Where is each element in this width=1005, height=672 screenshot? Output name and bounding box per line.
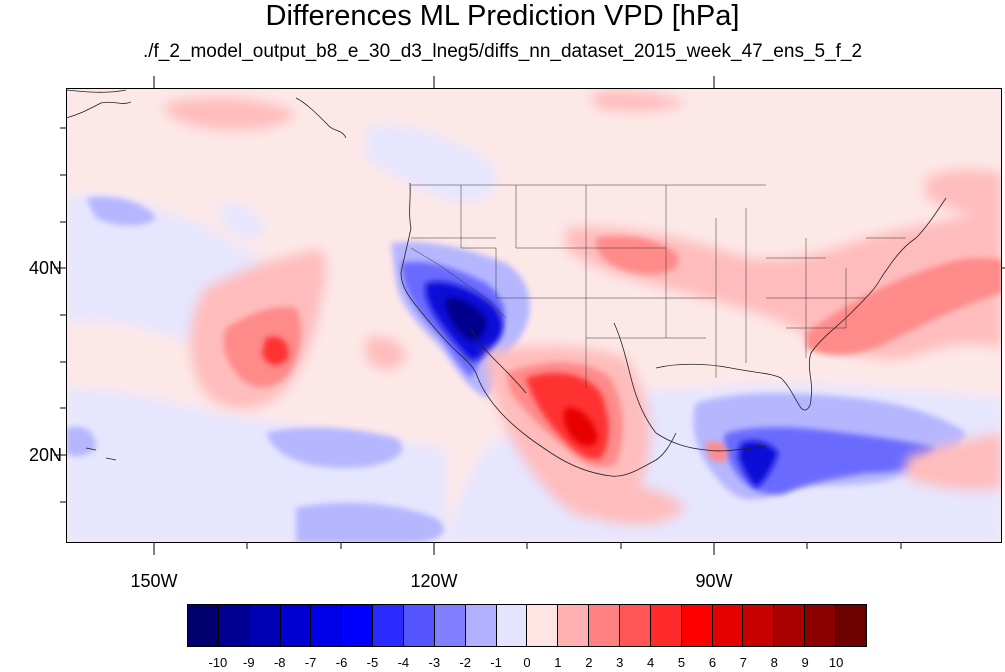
- colorbar-cell: [650, 605, 682, 646]
- colorbar: [187, 604, 867, 647]
- colorbar-cell: [404, 605, 435, 646]
- colorbar-cell: [589, 605, 621, 646]
- map-panel: [66, 88, 1002, 543]
- map-field-svg: [66, 88, 1002, 543]
- lat-label-40n: 40N: [28, 258, 62, 278]
- colorbar-cell: [558, 605, 590, 646]
- colorbar-label: -2: [459, 655, 471, 670]
- colorbar-cell: [712, 605, 744, 646]
- colorbar-label: -3: [428, 655, 441, 670]
- deepest-red-anomaly: [563, 407, 598, 447]
- colorbar-label: -8: [273, 655, 286, 670]
- colorbar-label: 10: [828, 655, 844, 670]
- colorbar-label: 1: [554, 655, 562, 670]
- colorbar-cell: [527, 605, 559, 646]
- minor-ticks: [60, 127, 902, 549]
- colorbar-label: 8: [770, 655, 778, 670]
- lon-label-120w: 120W: [410, 571, 458, 591]
- colorbar-cell: [681, 605, 713, 646]
- colorbar-label: -9: [243, 655, 255, 670]
- lon-label-150w: 150W: [130, 571, 178, 591]
- colorbar-cell: [774, 605, 806, 646]
- colorbar-label: 3: [616, 655, 624, 670]
- map-subtitle: ./f_2_model_output_b8_e_30_d3_lneg5/diff…: [142, 41, 863, 62]
- colorbar-label: 9: [801, 655, 809, 670]
- lon-label-90w: 90W: [695, 571, 733, 591]
- colorbar-label: 2: [585, 655, 593, 670]
- colorbar-cell: [496, 605, 528, 646]
- colorbar-label: -7: [304, 655, 317, 670]
- colorbar-cell: [249, 605, 281, 646]
- colorbar-label: -10: [208, 655, 228, 670]
- colorbar-cell: [342, 605, 374, 646]
- colorbar-cell: [373, 605, 405, 646]
- colorbar-label: -4: [397, 655, 410, 670]
- map-title: Differences ML Prediction VPD [hPa]: [265, 0, 740, 32]
- colorbar-label: 6: [708, 655, 717, 670]
- colorbar-label: -1: [490, 655, 502, 670]
- colorbar-cell: [836, 605, 866, 646]
- colorbar-cell: [434, 605, 466, 646]
- colorbar-cell: [280, 605, 312, 646]
- colorbar-label: 4: [647, 655, 655, 670]
- colorbar-cell: [620, 605, 651, 646]
- colorbar-cell: [218, 605, 250, 646]
- lat-label-20n: 20N: [28, 445, 62, 465]
- colorbar-label: -6: [335, 655, 348, 670]
- colorbar-cell: [743, 605, 775, 646]
- colorbar-label: 7: [739, 655, 747, 670]
- colorbar-label: -5: [366, 655, 379, 670]
- darkest-blue-anomaly: [446, 297, 487, 341]
- colorbar-label: 5: [677, 655, 686, 670]
- colorbar-cell: [805, 605, 837, 646]
- colorbar-label: 0: [523, 655, 531, 670]
- colorbar-cell: [311, 605, 343, 646]
- admin-borders: [410, 184, 906, 388]
- coastlines: [66, 89, 947, 477]
- colorbar-cell: [188, 605, 219, 646]
- colorbar-cell: [465, 605, 497, 646]
- major-ticks: [54, 76, 1005, 555]
